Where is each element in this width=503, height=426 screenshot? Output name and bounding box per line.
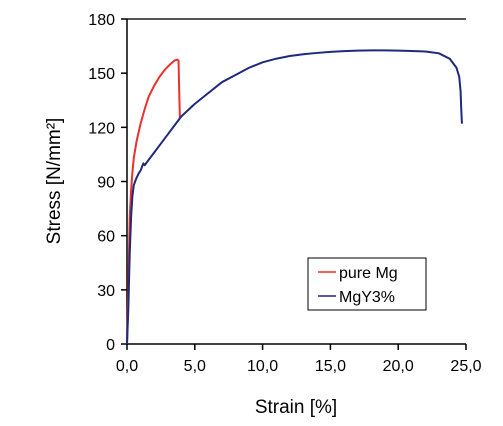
y-tick-label: 60 [97, 229, 115, 246]
y-axis-ticks: 0 30 60 90 120 150 180 [88, 12, 127, 354]
series-line-mgy3 [126, 49, 463, 345]
x-tick-label: 25,0 [450, 358, 481, 375]
legend-label-pure-mg: pure Mg [339, 265, 398, 282]
legend: pure Mg MgY3% [307, 257, 427, 311]
legend-label-mgy3: MgY3% [339, 289, 395, 306]
x-tick-label: 10,0 [247, 358, 278, 375]
x-axis-title: Strain [%] [255, 397, 337, 418]
x-axis-ticks: 0,0 5,0 10,0 15,0 20,0 25,0 [116, 344, 482, 375]
y-tick-label: 150 [88, 66, 115, 83]
legend-box [307, 257, 427, 311]
x-tick-label: 20,0 [383, 358, 414, 375]
y-tick-label: 180 [88, 12, 115, 29]
x-tick-label: 15,0 [315, 358, 346, 375]
y-tick-label: 0 [106, 337, 115, 354]
x-tick-label: 0,0 [116, 358, 138, 375]
y-tick-label: 30 [97, 283, 115, 300]
series-group [126, 49, 463, 345]
y-tick-label: 90 [97, 175, 115, 192]
x-tick-label: 5,0 [184, 358, 206, 375]
series-line-pure-mg [126, 58, 181, 345]
y-tick-label: 120 [88, 120, 115, 137]
y-axis-title: Stress [N/mm²] [44, 118, 65, 245]
